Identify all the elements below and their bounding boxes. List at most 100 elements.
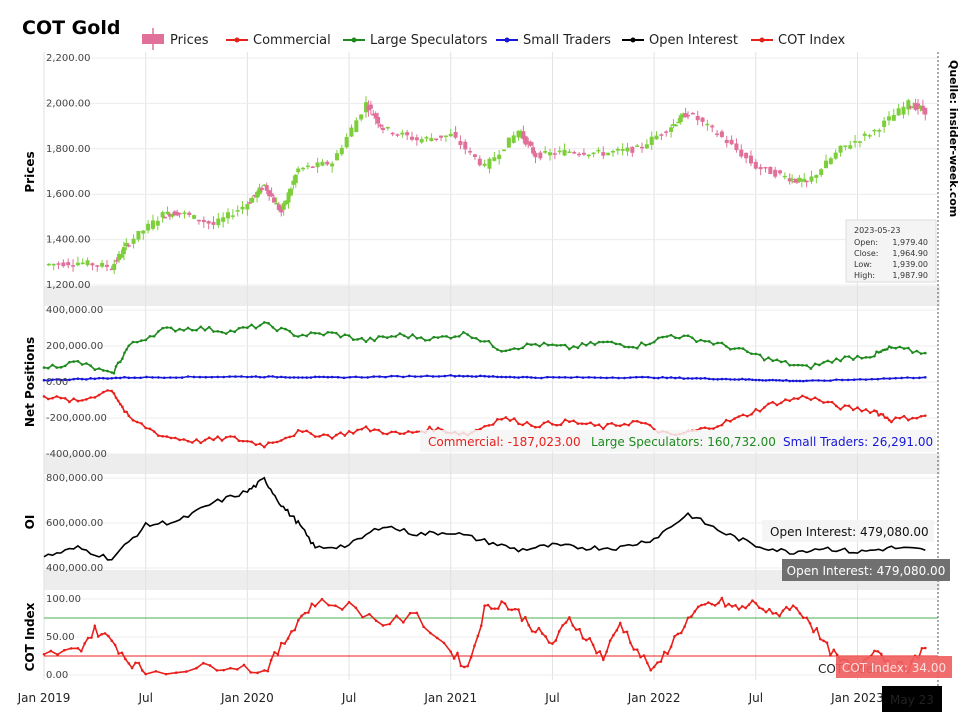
small-traders-point [817,379,820,382]
price-candle [872,129,877,132]
large-speculators-point [801,364,804,367]
price-candle [802,178,807,182]
price-candle [439,135,444,138]
commercial-point [546,420,550,423]
large-speculators-point [538,344,542,348]
large-speculators-point [114,365,118,368]
commercial-point [85,398,88,401]
small-traders-point [309,376,313,379]
cot-index-point [608,639,612,643]
large-speculators-point [309,331,313,334]
cot-index-point [554,639,558,642]
y-tick-label: 1,800.00 [46,144,91,155]
small-traders-point [686,377,690,380]
commercial-point [335,433,338,437]
commercial-point [63,397,67,400]
legend-item-open-interest[interactable]: Open Interest [622,33,738,48]
price-candle [853,141,858,143]
large-speculators-point [784,359,787,363]
legend-item-cot-index[interactable]: COT Index [751,33,845,48]
large-speculators-point [879,350,883,354]
cot-index-point [422,625,425,629]
large-speculators-point [165,326,169,329]
legend-item-prices[interactable]: Prices [142,28,209,50]
price-candle [117,253,122,261]
large-speculators-point [377,335,381,338]
x-tick-label: Jan 2023 [830,691,884,705]
price-candle [586,154,591,157]
x-tick-label: Jan 2019 [17,691,71,705]
small-traders-point [805,379,808,383]
cot-index-point [740,604,744,608]
commercial-point [288,435,292,439]
cot-index-point [798,612,802,615]
commercial-point [508,419,512,422]
small-traders-point [93,377,97,381]
small-traders-point [301,376,304,379]
commercial-point [237,439,241,443]
small-traders-point [525,375,529,379]
large-speculators-point [144,338,147,342]
commercial-point [589,421,592,424]
small-traders-point [640,375,644,379]
commercial-point [737,415,741,418]
commercial-point [381,432,385,435]
small-traders-point [900,376,903,380]
large-speculators-point [682,334,686,338]
legend-item-commercial[interactable]: Commercial [226,33,331,48]
large-speculators-point [568,347,571,351]
cot-index-point [100,633,103,636]
cot-index-axis-label: COT Index [23,602,37,671]
price-candle [753,161,758,169]
large-speculators-point [174,330,177,333]
small-traders-point [695,376,698,380]
price-candle [678,115,683,123]
cot-index-badge: COT Index: 34.00 [836,656,952,678]
commercial-point [51,396,54,400]
price-candle [429,138,434,142]
tooltip-close-label: Close: [854,249,879,258]
commercial-point [712,427,715,430]
cot-index-point [703,603,707,606]
small-traders-point [629,376,632,379]
legend-item-small-traders[interactable]: Small Traders [496,33,611,48]
commercial-point [199,441,203,445]
commercial-point [741,413,745,417]
cot-index-point [388,622,392,626]
legend-item-large-speculators[interactable]: Large Speculators [343,33,488,48]
cot-index-point [208,664,212,667]
large-speculators-point [699,338,703,342]
commercial-point [720,423,724,427]
small-traders-point [63,378,67,382]
commercial-point [140,422,143,425]
price-candle [567,151,572,153]
small-traders-point [646,375,650,379]
large-speculators-point [415,337,419,340]
commercial-point [487,424,491,427]
small-traders-point [413,375,417,378]
small-traders-point [699,377,703,380]
commercial-point [301,430,304,434]
price-candle [911,106,916,109]
cot-index-point [632,648,636,651]
commercial-point [504,416,508,419]
commercial-point [890,420,893,424]
large-speculators-point [258,324,262,327]
small-traders-point [198,375,202,379]
commercial-point [309,432,313,435]
large-speculators-point [288,329,292,333]
price-candle [690,112,695,115]
large-speculators-point [508,348,512,352]
commercial-point [601,427,605,430]
price-candle [502,149,507,152]
price-candle [671,124,676,126]
small-traders-point [665,376,669,380]
x-date-badge-text: May 23 [890,693,934,707]
cot-index-point [683,625,686,628]
cot-index-point [229,666,232,670]
small-traders-point [747,378,751,381]
large-speculators-point [771,359,775,363]
small-traders-point [318,375,321,379]
large-speculators-point [46,366,50,370]
price-candle [654,135,659,140]
